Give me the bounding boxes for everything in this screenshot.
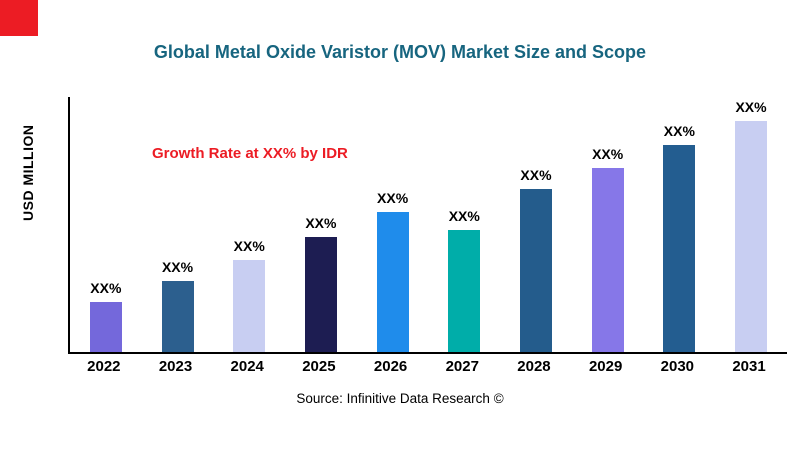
bar-2028: [519, 189, 552, 352]
bar-value-label: XX%: [520, 167, 552, 183]
bar-value-label: XX%: [448, 208, 480, 224]
bar-value-label: XX%: [233, 238, 265, 254]
bar-2030: [663, 145, 696, 352]
x-tick-2026: 2026: [373, 358, 408, 375]
growth-rate-annotation: Growth Rate at XX% by IDR: [152, 145, 348, 162]
bar-column-2031: XX%: [716, 97, 787, 352]
bar-2029: [591, 168, 624, 352]
bar-value-label: XX%: [161, 259, 194, 275]
bar-2027: [448, 230, 481, 352]
bar-2031: [735, 121, 768, 352]
x-tick-2024: 2024: [230, 358, 264, 375]
x-tick-2022: 2022: [87, 358, 121, 375]
bar-column-2027: XX%: [429, 97, 500, 352]
source-attribution: Source: Infinitive Data Research ©: [296, 391, 504, 406]
x-tick-2029: 2029: [588, 358, 623, 375]
bar-column-2025: XX%: [285, 97, 356, 352]
bar-column-2029: XX%: [572, 97, 643, 352]
x-tick-2028: 2028: [517, 358, 551, 375]
bar-2024: [233, 260, 266, 352]
x-tick-2027: 2027: [445, 358, 479, 375]
bar-2026: [376, 212, 409, 352]
bar-2023: [161, 281, 194, 352]
x-axis-ticks: 2022 2023 2024 2025 2026 2027 2028 2029 2030 2031: [68, 358, 785, 375]
bar-value-label: XX%: [735, 99, 767, 115]
y-axis-label: USD MILLION: [20, 124, 36, 221]
red-corner-accent: [0, 0, 38, 36]
bar-value-label: XX%: [592, 146, 624, 162]
bar-value-label: XX%: [305, 215, 337, 231]
bar-2022: [89, 302, 122, 352]
bar-column-2023: XX%: [142, 97, 213, 352]
bar-column-2028: XX%: [500, 97, 571, 352]
bar-column-2030: XX%: [644, 97, 715, 352]
bar-value-label: XX%: [663, 123, 695, 139]
x-tick-2025: 2025: [302, 358, 336, 375]
bar-column-2026: XX%: [357, 97, 428, 352]
bar-column-2022: XX%: [70, 97, 141, 352]
x-tick-2030: 2030: [660, 358, 695, 375]
bar-2025: [304, 237, 337, 352]
bar-column-2024: XX%: [214, 97, 285, 352]
plot-area: Growth Rate at XX% by IDR XX% XX% XX% XX% XX…: [68, 97, 787, 354]
bar-value-label: XX%: [90, 280, 122, 296]
bars-group: XX% XX% XX% XX% XX% XX% XX% XX% XX% XX%: [70, 97, 787, 352]
chart-title: Global Metal Oxide Varistor (MOV) Market…: [153, 42, 647, 62]
x-tick-2031: 2031: [732, 358, 766, 375]
x-tick-2023: 2023: [158, 358, 193, 375]
bar-value-label: XX%: [377, 190, 409, 206]
